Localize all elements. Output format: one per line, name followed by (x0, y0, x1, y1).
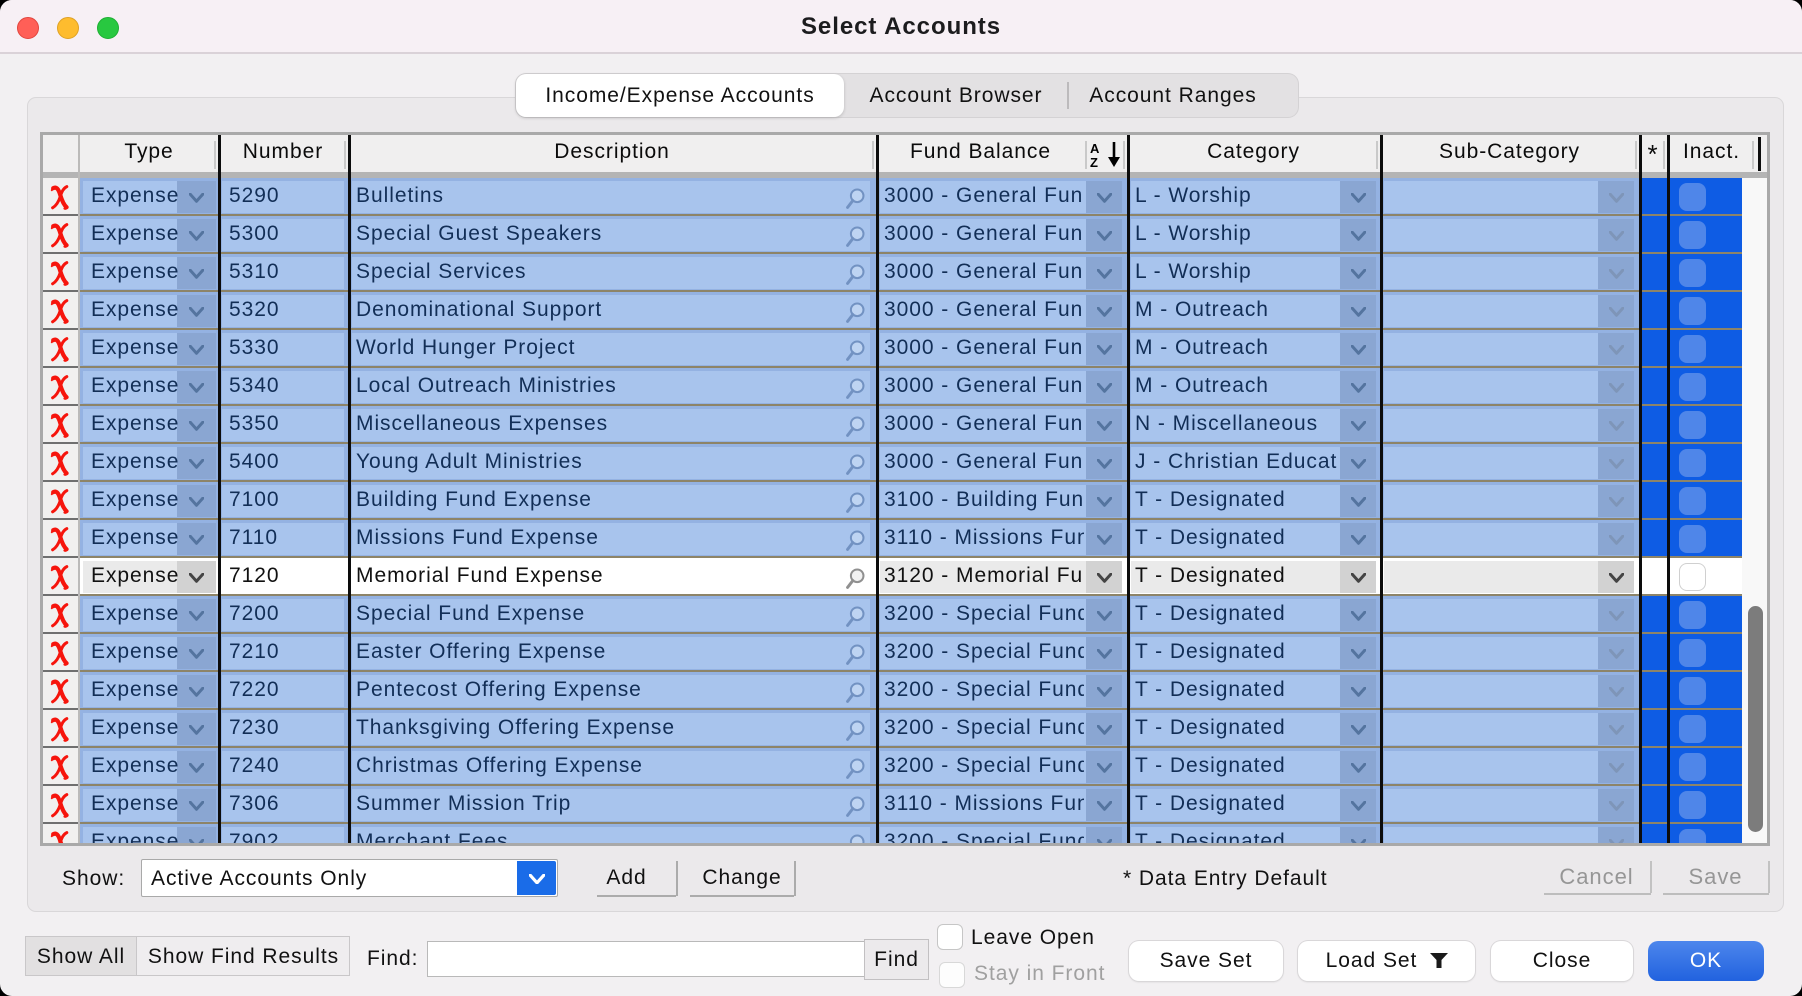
svg-text:Z: Z (1090, 155, 1098, 170)
svg-text:A: A (1090, 141, 1100, 156)
